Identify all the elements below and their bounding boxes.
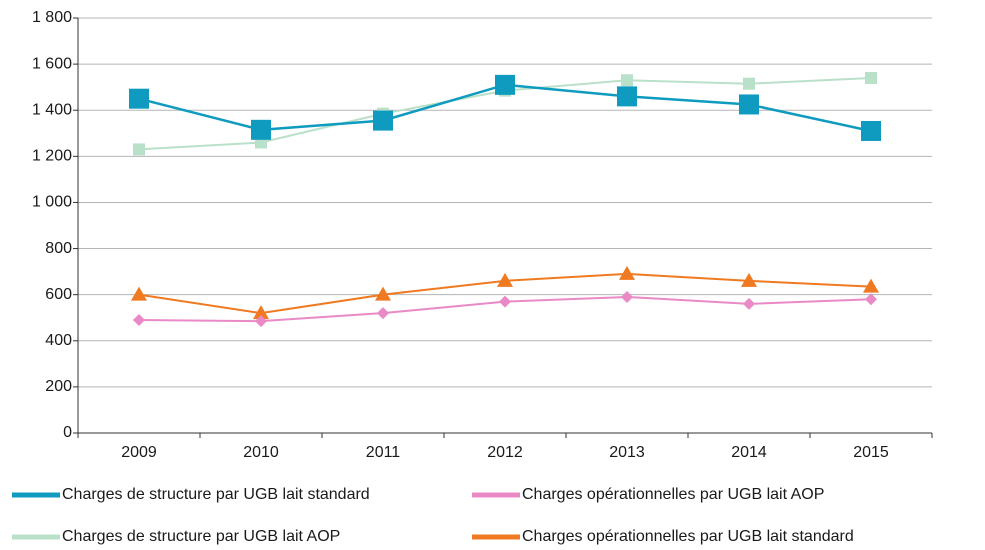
marker bbox=[621, 290, 633, 303]
marker bbox=[253, 305, 269, 320]
marker bbox=[131, 286, 147, 301]
legend-label: Charges de structure par UGB lait AOP bbox=[62, 528, 340, 545]
marker bbox=[497, 272, 513, 287]
y-tick-label: 1 400 bbox=[32, 101, 72, 118]
marker bbox=[377, 307, 389, 320]
legend-label: Charges opérationnelles par UGB lait AOP bbox=[522, 486, 824, 503]
x-tick-label: 2009 bbox=[121, 444, 157, 461]
marker bbox=[739, 94, 759, 115]
marker bbox=[741, 272, 757, 287]
marker bbox=[865, 293, 877, 306]
y-tick-label: 600 bbox=[45, 286, 72, 303]
y-tick-label: 0 bbox=[63, 424, 72, 441]
marker bbox=[621, 74, 633, 87]
marker bbox=[865, 71, 877, 84]
y-tick-label: 400 bbox=[45, 332, 72, 349]
x-tick-label: 2013 bbox=[609, 444, 645, 461]
marker bbox=[133, 143, 145, 156]
x-tick-label: 2012 bbox=[487, 444, 523, 461]
x-tick-label: 2011 bbox=[366, 444, 401, 461]
y-tick-label: 1 800 bbox=[32, 9, 72, 26]
marker bbox=[255, 315, 267, 328]
marker bbox=[863, 278, 879, 293]
marker bbox=[251, 119, 271, 140]
x-tick-label: 2014 bbox=[731, 444, 767, 461]
legend-label: Charges de structure par UGB lait standa… bbox=[62, 486, 370, 503]
y-tick-label: 1 200 bbox=[32, 148, 72, 165]
marker bbox=[619, 265, 635, 280]
marker bbox=[129, 88, 149, 109]
marker bbox=[743, 297, 755, 310]
marker bbox=[861, 120, 881, 141]
marker bbox=[499, 295, 511, 308]
marker bbox=[373, 110, 393, 131]
x-tick-label: 2010 bbox=[243, 444, 279, 461]
y-tick-label: 1 600 bbox=[32, 55, 72, 72]
y-tick-label: 200 bbox=[45, 378, 72, 395]
marker bbox=[617, 86, 637, 107]
y-tick-label: 1 000 bbox=[32, 194, 72, 211]
legend-label: Charges opérationnelles par UGB lait sta… bbox=[522, 528, 854, 545]
marker bbox=[743, 77, 755, 90]
y-tick-label: 800 bbox=[45, 240, 72, 257]
x-tick-label: 2015 bbox=[853, 444, 889, 461]
marker bbox=[495, 74, 515, 95]
marker bbox=[133, 314, 145, 327]
marker bbox=[375, 286, 391, 301]
